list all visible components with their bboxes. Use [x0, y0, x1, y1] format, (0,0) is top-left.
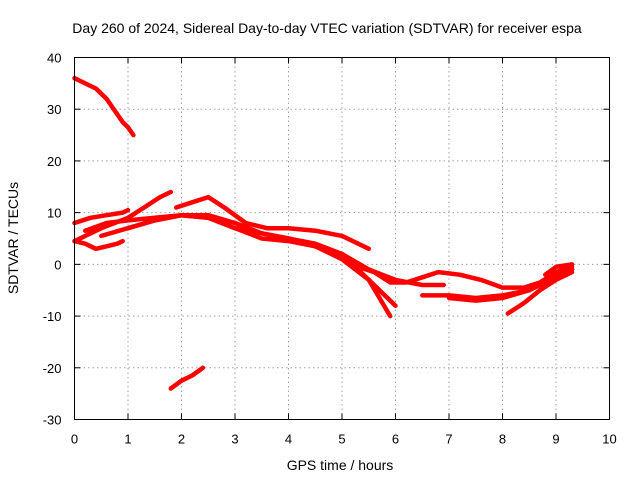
y-tick-label: -20 — [43, 361, 62, 376]
series-arc-12 — [446, 267, 575, 303]
plot-frame — [74, 57, 610, 420]
x-tick-label: 2 — [178, 432, 185, 447]
x-tick-label: 8 — [499, 432, 506, 447]
x-tick-label: 7 — [445, 432, 452, 447]
x-tick-label: 10 — [602, 432, 616, 447]
y-tick-label: 10 — [47, 206, 61, 221]
x-tick-label: 9 — [552, 432, 559, 447]
series-arc-4 — [72, 189, 174, 244]
grid — [74, 57, 610, 420]
x-tick-label: 0 — [71, 432, 78, 447]
y-tick-label: 20 — [47, 154, 61, 169]
x-tick-labels: 0 1 2 3 4 5 6 7 8 9 10 — [71, 432, 617, 447]
data-series — [72, 75, 575, 391]
series-arc-8 — [125, 212, 446, 288]
series-arc-7 — [173, 194, 372, 252]
x-tick-label: 4 — [285, 432, 292, 447]
series-arc-3 — [72, 238, 125, 252]
y-tick-label: 0 — [54, 257, 61, 272]
y-tick-label: 40 — [47, 51, 61, 66]
y-tick-label: 30 — [47, 102, 61, 117]
x-tick-label: 5 — [338, 432, 345, 447]
series-arc-2 — [72, 207, 131, 226]
series-arc-13 — [505, 269, 575, 316]
x-tick-label: 1 — [124, 432, 131, 447]
y-tick-label: -10 — [43, 309, 62, 324]
x-axis-label: GPS time / hours — [287, 457, 394, 473]
x-tick-label: 6 — [392, 432, 399, 447]
series-arc-1 — [72, 75, 136, 138]
series-arc-9 — [168, 365, 206, 391]
y-tick-labels: -30 -20 -10 0 10 20 30 40 — [43, 51, 62, 428]
chart-title: Day 260 of 2024, Sidereal Day-to-day VTE… — [72, 20, 582, 36]
x-tick-label: 3 — [231, 432, 238, 447]
y-axis-label: SDTVAR / TECUs — [5, 182, 21, 294]
y-tick-label: -30 — [43, 413, 62, 428]
series-arc-14 — [543, 262, 575, 277]
